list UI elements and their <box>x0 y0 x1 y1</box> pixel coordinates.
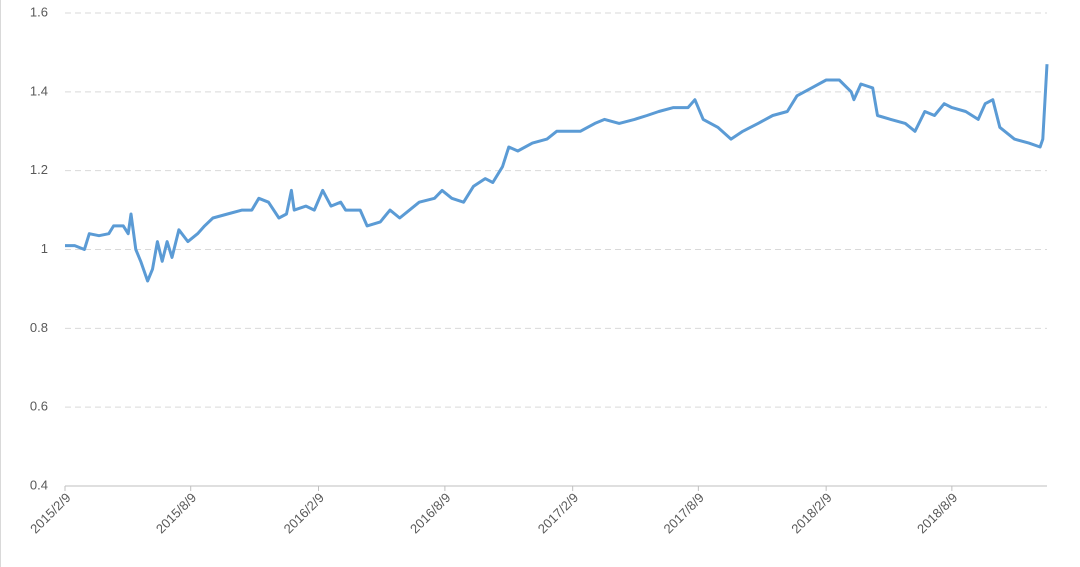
y-tick-label: 0.6 <box>30 399 48 414</box>
y-tick-label: 1.4 <box>30 83 48 98</box>
y-tick-label: 1.6 <box>30 4 48 19</box>
y-tick-label: 1.2 <box>30 162 48 177</box>
y-tick-label: 1 <box>41 241 48 256</box>
y-tick-label: 0.8 <box>30 320 48 335</box>
line-series <box>65 64 1049 283</box>
y-tick-label: 0.4 <box>30 477 48 492</box>
